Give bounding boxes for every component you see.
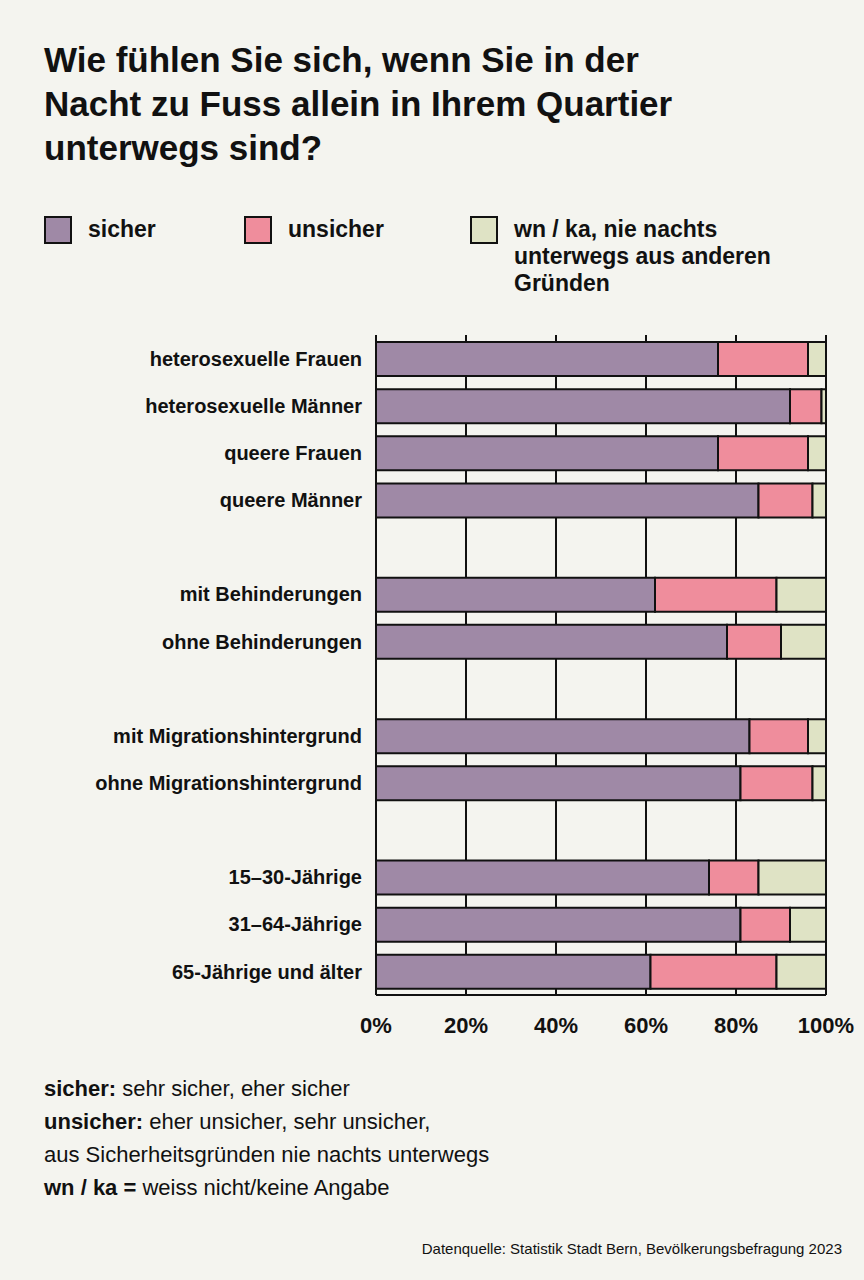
svg-text:31–64-Jährige: 31–64-Jährige	[229, 913, 362, 935]
html-text:aus Sicherheitsgründen nie nac: aus Sicherheitsgründen nie nachts unterw…	[44, 1142, 490, 1167]
svg-text:heterosexuelle Männer: heterosexuelle Männer	[145, 395, 362, 417]
svg-text:100%: 100%	[798, 1013, 854, 1038]
svg-text:mit Migrationshintergrund: mit Migrationshintergrund	[113, 725, 362, 747]
svg-text:ohne Migrationshintergrund: ohne Migrationshintergrund	[95, 772, 362, 794]
svg-text:40%: 40%	[534, 1013, 578, 1038]
html-text:Nacht zu Fuss allein in Ihrem: Nacht zu Fuss allein in Ihrem Quartier	[44, 84, 673, 123]
html-text:unterwegs sind?: unterwegs sind?	[44, 128, 323, 167]
html-text:sicher: sehr sicher, eher sich: sicher: sehr sicher, eher sicher	[44, 1076, 350, 1101]
svg-text:queere Frauen: queere Frauen	[224, 442, 362, 464]
html-text:unsicher: unsicher	[288, 216, 384, 242]
svg-text:mit Behinderungen: mit Behinderungen	[180, 583, 362, 605]
svg-text:20%: 20%	[444, 1013, 488, 1038]
html-text:wn / ka = weiss nicht/keine An: wn / ka = weiss nicht/keine Angabe	[44, 1175, 390, 1200]
svg-text:0%: 0%	[360, 1013, 392, 1038]
svg-text:heterosexuelle Frauen: heterosexuelle Frauen	[150, 348, 362, 370]
html-text:sicher: sicher	[88, 216, 156, 242]
svg-text:ohne Behinderungen: ohne Behinderungen	[162, 631, 362, 653]
html-text:unsicher: eher unsicher, sehr: unsicher: eher unsicher, sehr unsicher,	[44, 1109, 431, 1134]
svg-text:65-Jährige und älter: 65-Jährige und älter	[172, 961, 362, 983]
svg-text:80%: 80%	[714, 1013, 758, 1038]
html-text:wn / ka, nie nachts unterwegs: wn / ka, nie nachts unterwegs aus andere…	[514, 216, 771, 296]
svg-text:60%: 60%	[624, 1013, 668, 1038]
svg-text:queere Männer: queere Männer	[220, 489, 362, 511]
html-text:Wie fühlen Sie sich, wenn Sie: Wie fühlen Sie sich, wenn Sie in der	[44, 40, 639, 79]
svg-text:15–30-Jährige: 15–30-Jährige	[229, 866, 362, 888]
html-text:Datenquelle: Statistik Stadt B: Datenquelle: Statistik Stadt Bern, Bevöl…	[421, 1240, 842, 1257]
